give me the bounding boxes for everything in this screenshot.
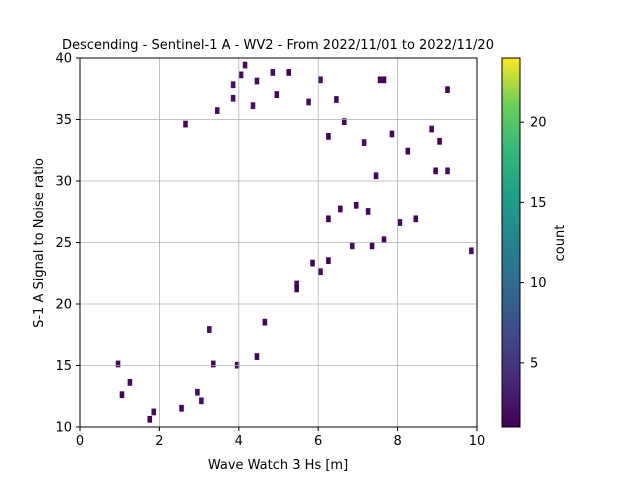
y-axis-label: S-1 A Signal to Noise ratio [32, 158, 47, 328]
heatmap-cell [389, 130, 395, 138]
heatmap-cell [179, 404, 184, 412]
heatmap-cell [115, 360, 121, 368]
heatmap-cell [294, 285, 299, 293]
y-tick-label: 25 [55, 236, 72, 251]
y-tick-label: 30 [55, 175, 72, 190]
y-tick-label: 15 [55, 359, 72, 374]
y-tick-label: 10 [55, 421, 72, 436]
x-tick-label: 10 [469, 434, 486, 449]
heatmap-cell [433, 167, 438, 175]
heatmap-cell [469, 247, 474, 255]
heatmap-cell [230, 94, 236, 102]
heatmap-cell [230, 81, 236, 89]
heatmap-cell [445, 167, 450, 175]
heatmap-cell [353, 201, 359, 209]
heatmap-cell [342, 118, 347, 126]
colorbar-label: count [553, 225, 568, 262]
colorbar-tick-label: 15 [530, 196, 547, 211]
heatmap-cell [437, 137, 442, 145]
heatmap-cell [183, 120, 188, 128]
grid-lines [79, 57, 478, 428]
heatmap-cell [199, 397, 204, 405]
heatmap-cells [115, 61, 474, 423]
y-axis: 10 15 20 25 30 35 40 [55, 52, 80, 436]
heatmap-cell [405, 147, 411, 155]
heatmap-cell [429, 125, 434, 133]
colorbar-tick-label: 20 [530, 116, 547, 131]
heatmap-cell [310, 259, 315, 267]
heatmap-cell [326, 257, 331, 265]
x-axis: 0 2 4 6 8 10 [76, 427, 485, 449]
heatmap-cell [306, 98, 311, 106]
x-tick-label: 0 [76, 434, 84, 449]
heatmap-cell [365, 208, 371, 215]
heatmap-cell [326, 215, 331, 223]
chart-title: Descending - Sentinel-1 A - WV2 - From 2… [62, 38, 494, 53]
heatmap-cell [119, 391, 125, 399]
heatmap-cell [254, 353, 260, 360]
heatmap-cell [151, 408, 157, 416]
colorbar [501, 57, 521, 428]
heatmap-cell [195, 388, 200, 396]
x-axis-label: Wave Watch 3 Hs [m] [208, 458, 348, 473]
heatmap-cell [413, 215, 419, 223]
heatmap-cell [349, 242, 355, 250]
heatmap-cell [397, 219, 403, 226]
heatmap-cell [211, 360, 216, 368]
heatmap-cell [262, 318, 268, 326]
x-tick-label: 2 [155, 434, 163, 449]
heatmap-cell [127, 379, 133, 386]
heatmap-cell [274, 91, 280, 98]
heatmap-cell [338, 205, 343, 213]
heatmap-cell [318, 76, 323, 84]
heatmap-cell [445, 86, 450, 94]
x-tick-label: 4 [235, 434, 243, 449]
heatmap-cell [214, 107, 220, 114]
heatmap-cell [207, 326, 212, 333]
y-tick-label: 35 [55, 113, 72, 128]
y-tick-label: 20 [55, 298, 72, 313]
heatmap-cell [318, 268, 323, 276]
colorbar-axis: 5 10 15 20 [520, 116, 547, 371]
y-tick-label: 40 [55, 52, 72, 67]
heatmap-cell [377, 76, 383, 84]
heatmap-cell [254, 77, 260, 85]
heatmap-cell [294, 280, 299, 288]
heatmap-cell [373, 172, 379, 180]
heatmap-cell [334, 96, 339, 103]
heatmap-cell [381, 76, 387, 84]
heatmap-cell [147, 415, 153, 423]
x-tick-label: 8 [393, 434, 401, 449]
heatmap-cell [242, 61, 248, 69]
heatmap-cell [286, 69, 292, 76]
colorbar-tick-label: 5 [530, 356, 538, 371]
heatmap-cell [381, 236, 387, 244]
heatmap-cell [270, 69, 276, 76]
colorbar-tick-label: 10 [530, 276, 547, 291]
heatmap-cell [238, 71, 244, 79]
heatmap-cell [250, 102, 256, 110]
heatmap-cell [369, 242, 375, 250]
heatmap-cell [326, 133, 331, 140]
heatmap-cell [361, 139, 367, 146]
x-tick-label: 6 [314, 434, 322, 449]
